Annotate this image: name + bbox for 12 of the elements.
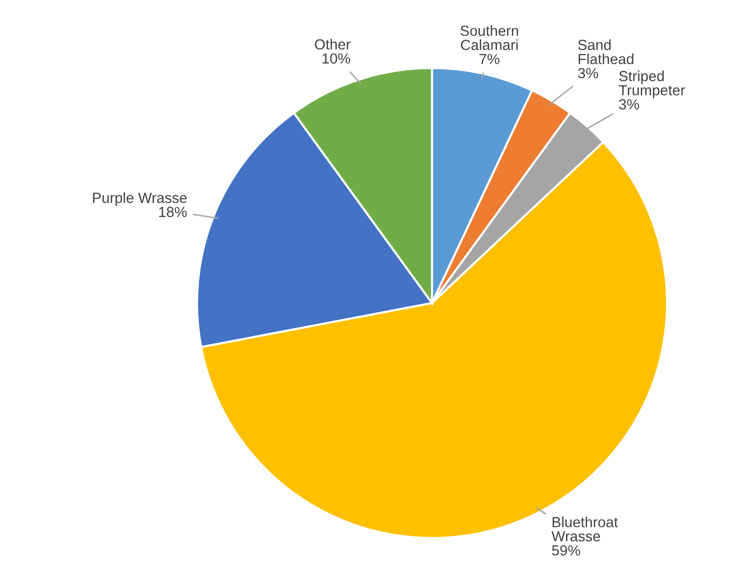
- slice-label: Southern Calamari: [460, 25, 518, 50]
- data-label: 3%: [578, 68, 598, 78]
- slice-label: Striped Trumpeter: [618, 70, 685, 98]
- slice-label: Bluethroat Wrasse: [552, 516, 618, 542]
- slice-label: Other: [314, 38, 350, 50]
- data-label: 59%: [552, 545, 580, 556]
- slice-label: Purple Wrasse: [93, 192, 187, 206]
- data-label: 18%: [159, 206, 187, 218]
- slice-label: Sand Flathead: [578, 39, 634, 64]
- data-label: 10%: [322, 53, 350, 64]
- data-label: 7%: [480, 54, 500, 64]
- data-label: 3%: [619, 99, 640, 110]
